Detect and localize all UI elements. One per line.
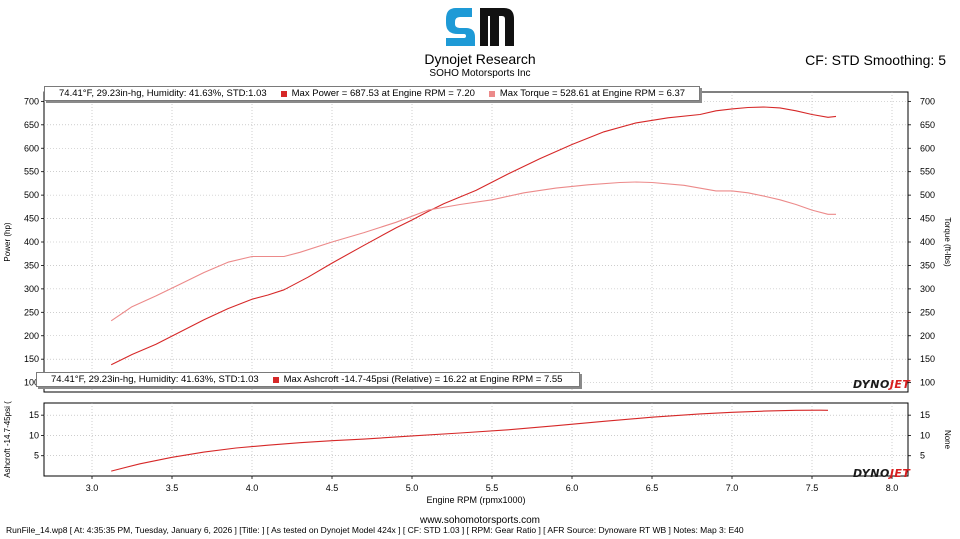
boost-y2label: None (943, 430, 952, 450)
website-url: www.sohomotorsports.com (419, 515, 541, 526)
boost-ytick-label-right: 15 (920, 410, 930, 420)
power-torque-y2label: Torque (ft-lbs) (943, 217, 952, 267)
top-legend: 74.41°F, 29.23in-hg, Humidity: 41.63%, S… (44, 86, 700, 101)
rpm-xtick-label: 3.0 (86, 483, 99, 493)
power-torque-series-power (110, 106, 837, 366)
boost-ytick-label-left: 5 (34, 451, 39, 461)
power-torque-ylabel: Power (hp) (3, 222, 12, 261)
torque-legend-label: Max Torque = 528.61 at Engine RPM = 6.37 (499, 88, 686, 99)
power-torque-ytick-label-right: 100 (920, 378, 935, 388)
rpm-xtick-label: 8.0 (886, 483, 899, 493)
boost-ytick-label-right: 10 (920, 430, 930, 440)
rpm-xtick-label: 6.0 (566, 483, 579, 493)
power-torque-ytick-label-left: 350 (24, 260, 39, 270)
power-torque-ytick-label-right: 400 (920, 237, 935, 247)
rpm-xlabel: Engine RPM (rpmx1000) (426, 495, 525, 505)
power-torque-ytick-label-left: 400 (24, 237, 39, 247)
power-torque-ytick-label-left: 200 (24, 331, 39, 341)
boost-ytick-label-left: 15 (29, 410, 39, 420)
power-legend-label: Max Power = 687.53 at Engine RPM = 7.20 (291, 88, 475, 99)
power-torque-ytick-label-right: 450 (920, 214, 935, 224)
boost-ytick-label-left: 10 (29, 430, 39, 440)
rpm-xtick-label: 3.5 (166, 483, 179, 493)
boost-ylabel: Ashcroft -14.7-45psi ( (3, 401, 12, 478)
rpm-xtick-label: 7.0 (726, 483, 739, 493)
subcompany-name: SOHO Motorsports Inc (429, 68, 531, 79)
bottom-legend-conditions: 74.41°F, 29.23in-hg, Humidity: 41.63%, S… (51, 374, 259, 385)
rpm-xtick-label: 6.5 (646, 483, 659, 493)
power-swatch (280, 90, 287, 97)
power-torque-ytick-label-right: 600 (920, 143, 935, 153)
power-torque-ytick-label-left: 150 (24, 354, 39, 364)
power-torque-ytick-label-right: 200 (920, 331, 935, 341)
power-torque-ytick-label-right: 250 (920, 307, 935, 317)
bottom-legend: 74.41°F, 29.23in-hg, Humidity: 41.63%, S… (36, 372, 580, 387)
power-torque-ytick-label-right: 500 (920, 190, 935, 200)
boost-ytick-label-right: 5 (920, 451, 925, 461)
dynojet-logo-top: DYNOJET (853, 378, 911, 391)
top-legend-conditions: 74.41°F, 29.23in-hg, Humidity: 41.63%, S… (59, 88, 267, 99)
power-torque-ytick-label-left: 700 (24, 96, 39, 106)
rpm-xtick-label: 4.0 (246, 483, 259, 493)
boost-swatch (272, 376, 279, 383)
rpm-xtick-label: 5.0 (406, 483, 419, 493)
boost-legend-label: Max Ashcroft -14.7-45psi (Relative) = 16… (283, 374, 563, 385)
power-torque-ytick-label-left: 450 (24, 214, 39, 224)
dynojet-logo-bottom: DYNOJET (853, 467, 911, 480)
company-name: Dynojet Research (424, 51, 536, 67)
power-torque-ytick-label-left: 300 (24, 284, 39, 294)
rpm-xtick-label: 7.5 (806, 483, 819, 493)
boost-plot-area (43, 402, 909, 477)
power-torque-ytick-label-left: 250 (24, 307, 39, 317)
rpm-xtick-label: 5.5 (486, 483, 499, 493)
power-torque-ytick-label-left: 550 (24, 167, 39, 177)
power-torque-series-torque (110, 181, 836, 322)
torque-swatch (488, 90, 495, 97)
rpm-xtick-label: 4.5 (326, 483, 339, 493)
boost-series-max-ashcroft-14-7-45psi-relative (111, 409, 829, 472)
power-torque-ytick-label-right: 350 (920, 260, 935, 270)
power-torque-ytick-label-left: 600 (24, 143, 39, 153)
power-torque-ytick-label-left: 100 (24, 378, 39, 388)
soho-logo (442, 5, 518, 49)
power-torque-ytick-label-left: 500 (24, 190, 39, 200)
power-torque-ytick-label-right: 300 (920, 284, 935, 294)
cf-smoothing-label: CF: STD Smoothing: 5 (805, 52, 946, 68)
power-torque-ytick-label-right: 700 (920, 96, 935, 106)
run-file-footer: RunFile_14.wp8 [ At: 4:35:35 PM, Tuesday… (6, 525, 744, 535)
power-torque-ytick-label-right: 550 (920, 167, 935, 177)
power-torque-ytick-label-left: 650 (24, 120, 39, 130)
power-torque-ytick-label-right: 150 (920, 354, 935, 364)
power-torque-ytick-label-right: 650 (920, 120, 935, 130)
